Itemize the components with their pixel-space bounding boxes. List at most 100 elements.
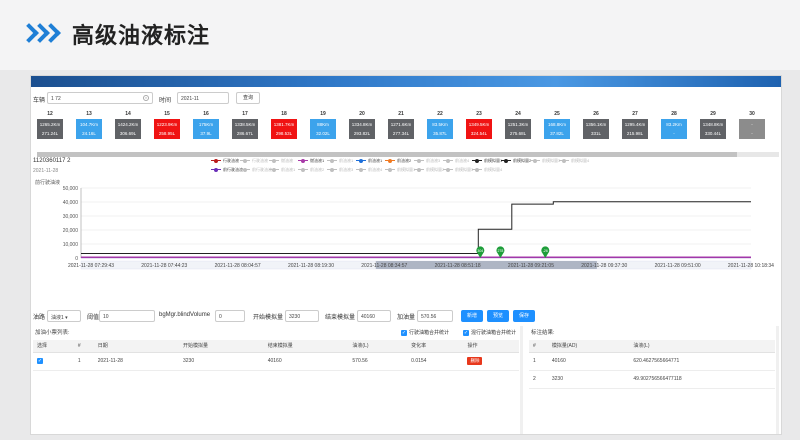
time-input[interactable]: 2021-11 [177,92,229,104]
day-summary[interactable]: 1381.7Km 298.53L [271,119,297,139]
calendar-day[interactable]: 27 1295.4Km 215.98L [620,110,650,148]
day-summary[interactable]: 83.2Km - [661,119,687,139]
legend-marker-icon [414,158,424,163]
calendar-day[interactable]: 23 1349.5Km 324.54L [464,110,494,148]
save-button[interactable]: 保存 [513,310,535,322]
new-button[interactable]: 新增 [461,310,483,322]
merge-checkbox-2[interactable]: ✓ 混行驶油箱合并统计 [463,329,517,336]
calendar-day[interactable]: 16 175Km 37.9L [191,110,221,148]
calendar-day[interactable]: 17 1338.5Km 286.67L [230,110,260,148]
legend-item[interactable]: 前油液4 [356,167,382,173]
day-summary[interactable]: 1356.1Km 331L [583,119,609,139]
day-summary[interactable]: 168.8Km 37.82L [544,119,570,139]
day-summary[interactable]: 88Km 32.02L [310,119,336,139]
marker-pin[interactable] [476,246,485,258]
legend-item[interactable]: 前油液2 [298,167,324,173]
calendar-day[interactable]: 24 1251.3Km 275.68L [503,110,533,148]
table-row[interactable]: 1 40160 620.4627565664771 [529,352,775,371]
calendar-day[interactable]: 22 83.5Km 35.87L [425,110,455,148]
legend-item[interactable]: 前油液1 [327,158,353,164]
calendar-day[interactable]: 30- - [737,110,767,148]
day-summary[interactable]: 104.7Km 24.16L [76,119,102,139]
day-summary[interactable]: 1223.9Km 258.95L [154,119,180,139]
legend-item[interactable]: 前模拟量1 [385,167,415,173]
legend-item[interactable]: 前模拟量2 [501,158,531,164]
calendar-day[interactable]: 25 168.8Km 37.82L [542,110,572,148]
legend-item[interactable]: 前模拟量2 [414,167,444,173]
legend-label: 前油液3 [339,167,354,172]
table-row[interactable]: ✓ 1 2021-11-28 3230 40160 570.56 0.0154 删除 [33,352,519,371]
legend-label: 前油液2 [310,167,325,172]
row-select[interactable]: ✓ [33,352,74,371]
day-summary[interactable]: 175Km 37.9L [193,119,219,139]
vehicle-input[interactable]: 1 72 × [47,92,153,104]
threshold-input[interactable]: 10 [99,310,155,322]
legend-item[interactable]: 前油液1 [356,158,382,164]
day-summary[interactable]: 83.5Km 35.87L [427,119,453,139]
day-oil: 32.02L [316,131,330,136]
calendar-day[interactable]: 14 1424.2Km 306.69L [113,110,143,148]
day-summary[interactable]: 1424.2Km 306.69L [115,119,141,139]
legend-marker-icon [327,158,337,163]
calendar-day[interactable]: 12 1265.2Km 271.24L [35,110,65,148]
add-input[interactable]: 570.56 [417,310,453,322]
legend-item[interactable]: 前模拟量1 [472,158,502,164]
legend-item[interactable]: 前模拟量3 [530,158,560,164]
marker-pin[interactable] [541,246,550,258]
calendar-scrollbar[interactable] [37,152,779,157]
calendar-day[interactable]: 18 1381.7Km 298.53L [269,110,299,148]
day-summary[interactable]: 1265.2Km 271.24L [37,119,63,139]
legend-item[interactable]: 前油液3 [327,167,353,173]
oil-select[interactable]: 油液1 ▾ [47,310,81,322]
day-summary[interactable]: 1295.4Km 215.98L [622,119,648,139]
zoom-slider[interactable] [375,261,597,269]
volume-input[interactable]: 0 [215,310,245,322]
calendar-day[interactable]: 20 1334.8Km 293.82L [347,110,377,148]
scrollbar-thumb[interactable] [37,152,737,157]
legend-item[interactable]: 前模拟量3 [443,167,473,173]
check-icon[interactable]: ✓ [37,358,43,364]
calendar-day[interactable]: 29 1348.8Km 330.44L [698,110,728,148]
calendar-day[interactable]: 13 104.7Km 24.16L [74,110,104,148]
day-summary[interactable]: 1348.8Km 330.44L [700,119,726,139]
legend-item[interactable]: 行驶油液 [211,158,239,164]
legend-item[interactable]: 前油液4 [443,158,469,164]
legend-item[interactable]: 燃油液1 [298,158,324,164]
calendar-day[interactable]: 28 83.2Km - [659,110,689,148]
marker-pin[interactable] [496,246,505,258]
end-input[interactable]: 40160 [357,310,391,322]
legend-item[interactable]: 前模拟量4 [472,167,502,173]
legend-item[interactable]: 前油液1 [269,167,295,173]
day-summary[interactable]: 1251.3Km 275.68L [505,119,531,139]
query-button[interactable]: 查询 [236,92,260,104]
day-summary[interactable]: 1349.5Km 324.54L [466,119,492,139]
legend-item[interactable]: 前油液3 [414,158,440,164]
day-summary[interactable]: 1271.6Km 277.34L [388,119,414,139]
start-input[interactable]: 3230 [285,310,319,322]
day-summary[interactable]: 1338.5Km 286.67L [232,119,258,139]
calendar-day[interactable]: 19 88Km 32.02L [308,110,338,148]
day-summary[interactable]: -- [739,119,765,139]
legend-item[interactable]: 前油液2 [385,158,411,164]
table-cell: 40160 [263,352,349,371]
x-tick-label: 2021-11-28 08:51:18 [435,263,481,269]
merge-checkbox-1[interactable]: ✓ 行驶油箱合并统计 [401,329,450,336]
legend-item[interactable]: 前行驶油液 [211,167,243,173]
receipt-scrollbar[interactable] [520,326,523,434]
legend-item[interactable]: 燃油液 [269,158,293,164]
clear-icon[interactable]: × [143,95,149,101]
series-line [81,201,751,254]
day-summary[interactable]: 1334.8Km 293.82L [349,119,375,139]
table-row[interactable]: 2 3230 49.902756566477118 [529,370,775,389]
legend-item[interactable]: 前模拟量4 [559,158,589,164]
result-scrollbar[interactable] [776,326,779,434]
preview-button[interactable]: 预览 [487,310,509,322]
day-distance: 168.8Km [547,122,566,127]
legend-item[interactable]: 前行驶油液 [240,167,272,173]
calendar-day[interactable]: 21 1271.6Km 277.34L [386,110,416,148]
legend-label: 前模拟量4 [484,167,503,172]
calendar-day[interactable]: 15 1223.9Km 258.95L [152,110,182,148]
calendar-day[interactable]: 26 1356.1Km 331L [581,110,611,148]
legend-item[interactable]: 行驶油液 [240,158,268,164]
delete-button[interactable]: 删除 [467,357,483,365]
